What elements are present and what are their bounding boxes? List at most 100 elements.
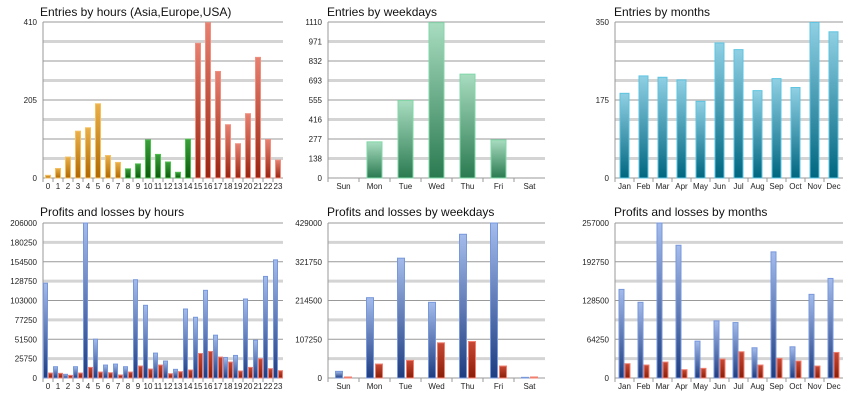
loss-bar-14 [188,369,193,379]
y-tick-label: 128750 [10,277,37,286]
x-tick-label: 10 [144,182,153,191]
x-tick-label: Jun [713,182,726,191]
x-tick-label: 6 [106,182,111,191]
y-tick-label: 693 [309,77,323,86]
x-tick-label: Nov [807,382,821,391]
x-tick-label: Apr [675,182,688,191]
loss-bar-Sun [344,376,352,379]
loss-bar-6 [108,372,113,379]
x-tick-label: Apr [675,382,688,391]
y-tick-label: 25750 [15,355,38,364]
y-tick-label: 0 [33,374,38,383]
x-tick-label: Sep [769,382,784,391]
x-tick-label: 21 [254,182,263,191]
profit-bar-Mar [656,222,663,379]
y-tick-label: 1110 [305,18,322,27]
x-tick-label: Mon [367,382,383,391]
chart-title: Entries by weekdays [327,5,437,19]
x-tick-label: 15 [194,182,203,191]
bar-2 [65,156,71,179]
x-tick-label: 13 [174,382,183,391]
x-tick-label: 12 [164,382,173,391]
x-tick-label: Aug [750,182,764,191]
bar-14 [185,138,191,179]
y-tick-label: 350 [596,18,610,27]
bar-Aug [752,90,763,179]
x-tick-label: 1 [56,382,61,391]
profit-bar-1 [53,366,58,379]
bar-8 [125,168,131,179]
loss-bar-19 [238,370,243,379]
loss-bar-Feb [643,364,650,379]
x-tick-label: 6 [106,382,111,391]
bar-May [695,100,706,179]
chart-title: Entries by months [614,5,710,19]
loss-bar-23 [278,370,283,379]
profit-bar-20 [243,298,248,379]
x-tick-label: 7 [116,382,121,391]
loss-bar-Mon [375,363,383,379]
chart-title: Profits and losses by hours [40,205,184,219]
loss-bar-Jul [738,351,745,379]
x-tick-label: Feb [637,182,651,191]
bar-15 [195,42,201,179]
chart-3: Entries by months 0 175 350 Jan Feb Mar Apr May J… [596,5,843,191]
y-tick-label: 214500 [295,297,322,306]
loss-bar-21 [258,358,263,379]
bar-0 [45,174,51,179]
profit-bar-May [694,340,701,379]
y-tick-label: 180250 [10,238,37,247]
profit-bar-Sun [335,370,343,379]
loss-bar-Mar [662,361,669,379]
bar-Fri [490,139,507,179]
profit-bar-15 [193,316,198,379]
loss-bar-13 [178,371,183,379]
loss-bar-1 [58,372,63,379]
bar-Wed [428,22,445,179]
loss-bar-18 [228,361,233,379]
profit-bar-0 [43,282,48,379]
loss-bar-Sep [776,357,783,379]
bar-5 [95,103,101,179]
bar-10 [145,139,151,179]
x-tick-label: 2 [66,182,71,191]
x-tick-label: 3 [76,182,81,191]
x-tick-label: Thu [461,182,475,191]
profit-bar-12 [163,360,168,379]
profit-bar-19 [233,354,238,379]
x-tick-label: Thu [461,382,475,391]
loss-bar-16 [208,350,213,379]
y-tick-label: 206000 [10,219,37,228]
x-tick-label: Oct [789,182,802,191]
x-tick-label: Jul [733,382,743,391]
x-tick-label: 22 [264,382,273,391]
y-tick-label: 205 [24,96,38,105]
x-tick-label: 9 [136,382,141,391]
profit-bar-Nov [808,293,815,379]
x-tick-label: Sun [336,382,350,391]
loss-bar-8 [128,371,133,379]
profit-bar-13 [173,368,178,379]
profit-bar-14 [183,308,188,379]
profit-bar-10 [143,304,148,379]
bar-Jun [714,42,725,179]
profit-bar-Apr [675,244,682,379]
profit-bar-Sat [521,376,529,379]
loss-bar-7 [118,374,123,379]
bar-Sep [771,78,782,179]
profit-bar-Wed [428,301,436,379]
loss-bar-Sat [530,376,538,379]
x-tick-label: Nov [807,182,821,191]
loss-bar-2 [68,374,73,379]
x-tick-label: Sep [769,182,784,191]
profit-bar-3 [73,366,78,379]
bar-Feb [638,75,649,179]
loss-bar-11 [158,364,163,379]
y-tick-label: 832 [309,57,323,66]
x-tick-label: Fri [494,182,504,191]
y-tick-label: 971 [309,38,323,47]
x-tick-label: Wed [428,382,444,391]
loss-bar-Fri [499,365,507,379]
loss-bar-Jun [719,358,726,379]
x-tick-label: Dec [826,182,840,191]
